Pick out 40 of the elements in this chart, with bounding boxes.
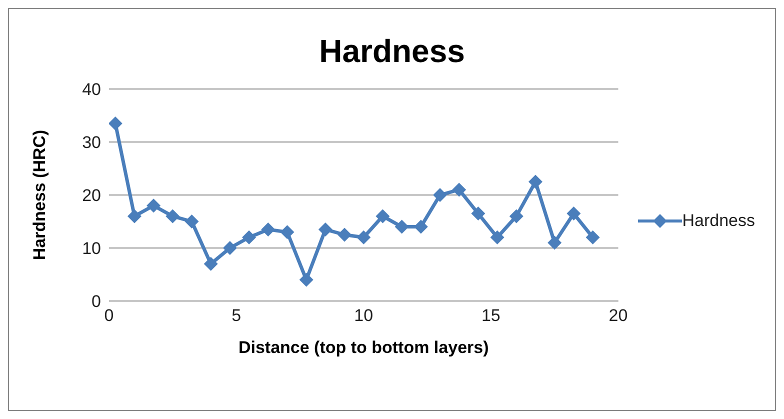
point bbox=[184, 214, 199, 228]
x-axis-title: Distance (top to bottom layers) bbox=[238, 338, 489, 357]
point bbox=[261, 222, 276, 236]
chart-title: Hardness bbox=[318, 32, 466, 71]
y-tick-label: 40 bbox=[82, 80, 101, 100]
point bbox=[127, 209, 142, 224]
y-tick-label: 0 bbox=[92, 292, 101, 312]
legend-label: Hardness bbox=[682, 211, 755, 231]
x-tick-label: 20 bbox=[608, 306, 628, 326]
point bbox=[586, 230, 600, 244]
point bbox=[222, 241, 237, 255]
y-axis-title: Hardness (HRC) bbox=[30, 130, 50, 260]
point bbox=[280, 225, 294, 240]
point bbox=[318, 222, 332, 236]
point bbox=[509, 209, 524, 224]
point bbox=[166, 209, 180, 224]
point bbox=[146, 198, 161, 213]
point bbox=[299, 272, 314, 287]
y-tick-label: 10 bbox=[82, 239, 101, 258]
y-tick-label: 30 bbox=[82, 133, 101, 152]
y-tick-label: 20 bbox=[82, 186, 101, 206]
point bbox=[471, 206, 486, 221]
point bbox=[414, 220, 428, 234]
point bbox=[394, 220, 409, 234]
point bbox=[204, 256, 218, 271]
point bbox=[490, 230, 504, 244]
point bbox=[356, 230, 371, 244]
x-tick-label: 10 bbox=[354, 306, 374, 326]
point bbox=[548, 236, 562, 250]
x-tick-label: 15 bbox=[481, 306, 500, 326]
point bbox=[528, 174, 542, 189]
point bbox=[109, 116, 122, 130]
point bbox=[433, 188, 447, 202]
point bbox=[566, 206, 581, 221]
point bbox=[452, 182, 466, 197]
x-tick-label: 0 bbox=[104, 306, 114, 326]
point bbox=[338, 228, 352, 242]
point bbox=[242, 230, 256, 244]
point bbox=[376, 209, 390, 224]
x-tick-label: 5 bbox=[232, 306, 242, 326]
